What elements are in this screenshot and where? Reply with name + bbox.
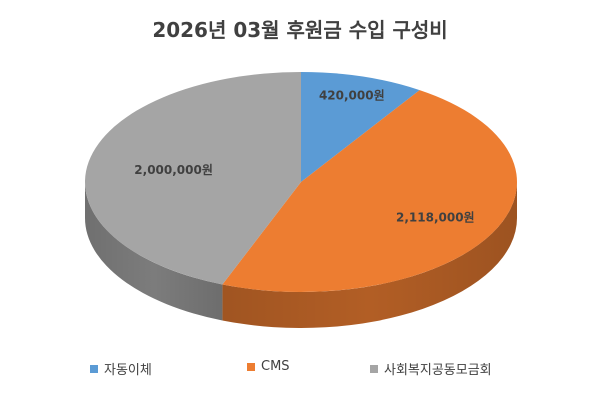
data-label: 2,118,000원 xyxy=(396,210,475,224)
pie-side-community-chest-shade xyxy=(84,182,223,321)
legend: 자동이체 CMS 사회복지공동모금회 xyxy=(0,359,600,379)
data-label: 2,000,000원 xyxy=(134,163,213,177)
legend-swatch xyxy=(370,364,378,373)
pie-slice-cms xyxy=(222,90,517,292)
chart-title: 2026년 03월 후원금 수입 구성비 xyxy=(152,18,448,42)
pie-slice-auto-transfer xyxy=(301,72,420,182)
pie-side-cms-shade xyxy=(222,182,518,328)
pie-tops xyxy=(85,72,517,292)
data-label: 420,000원 xyxy=(319,89,385,103)
legend-item-cms: CMS xyxy=(247,359,290,374)
legend-item-auto-transfer: 자동이체 xyxy=(90,359,152,378)
legend-label: CMS xyxy=(261,359,290,374)
legend-label: 사회복지공동모금회 xyxy=(384,363,492,378)
pie-slice-community-chest xyxy=(85,72,301,285)
legend-swatch xyxy=(247,362,255,371)
pie-sides xyxy=(84,182,518,328)
pie-labels: 420,000원 2,118,000원 2,000,000원 xyxy=(134,89,474,225)
legend-swatch xyxy=(90,364,98,373)
legend-item-community-chest: 사회복지공동모금회 xyxy=(370,359,492,378)
legend-label: 자동이체 xyxy=(104,363,152,378)
